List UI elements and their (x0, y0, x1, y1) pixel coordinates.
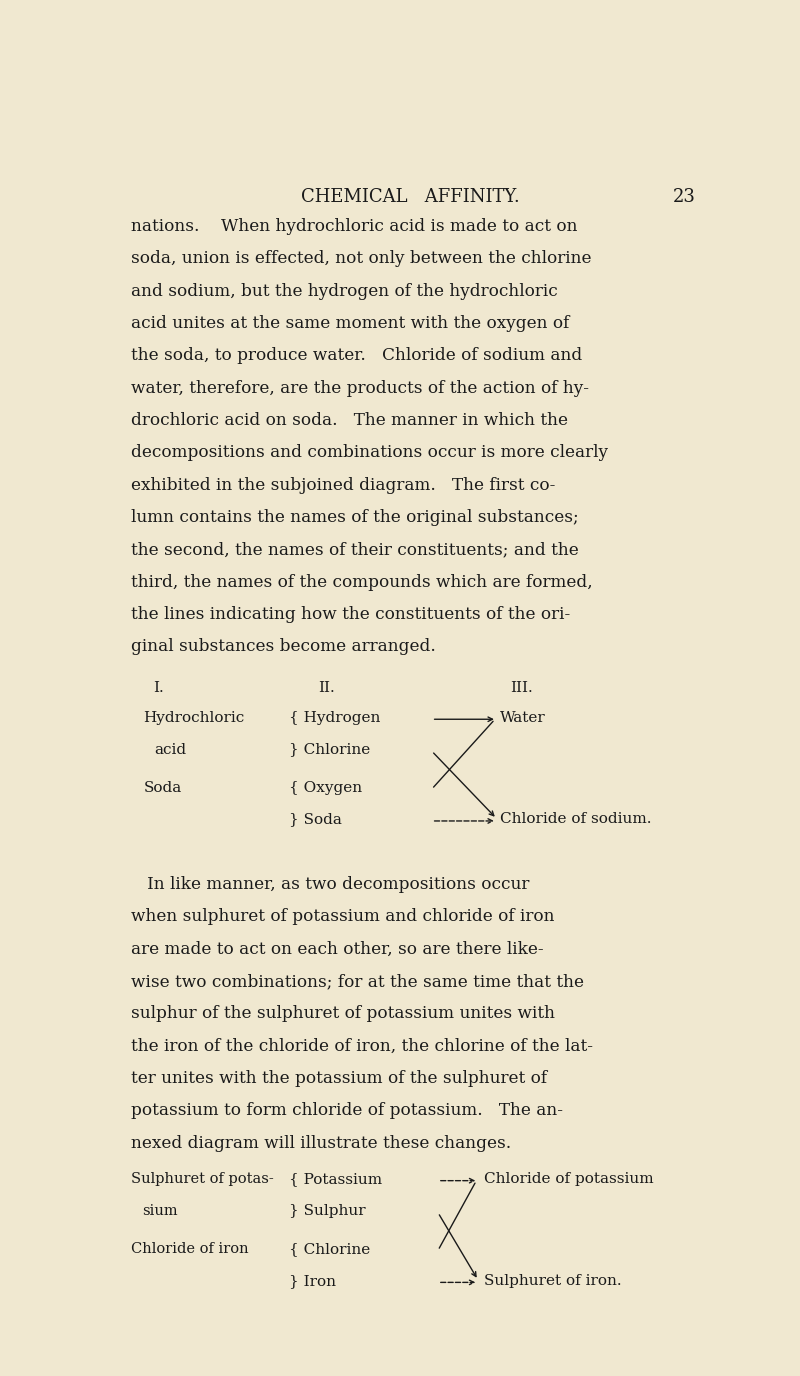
Text: Hydrochloric: Hydrochloric (143, 711, 245, 725)
Text: { Hydrogen: { Hydrogen (289, 711, 381, 725)
Text: Chloride of potassium: Chloride of potassium (485, 1172, 654, 1186)
Text: lumn contains the names of the original substances;: lumn contains the names of the original … (131, 509, 578, 526)
Text: 23: 23 (672, 189, 695, 206)
Text: Water: Water (500, 711, 546, 725)
Text: drochloric acid on soda.   The manner in which the: drochloric acid on soda. The manner in w… (131, 411, 568, 429)
Text: and sodium, but the hydrogen of the hydrochloric: and sodium, but the hydrogen of the hydr… (131, 282, 558, 300)
Text: sium: sium (142, 1204, 178, 1218)
Text: } Sulphur: } Sulphur (289, 1204, 366, 1218)
Text: Sulphuret of iron.: Sulphuret of iron. (485, 1274, 622, 1288)
Text: acid: acid (154, 743, 186, 757)
Text: third, the names of the compounds which are formed,: third, the names of the compounds which … (131, 574, 593, 590)
Text: acid unites at the same moment with the oxygen of: acid unites at the same moment with the … (131, 315, 570, 332)
Text: are made to act on each other, so are there like-: are made to act on each other, so are th… (131, 941, 544, 958)
Text: the lines indicating how the constituents of the ori-: the lines indicating how the constituent… (131, 605, 570, 623)
Text: { Chlorine: { Chlorine (289, 1243, 370, 1256)
Text: when sulphuret of potassium and chloride of iron: when sulphuret of potassium and chloride… (131, 908, 554, 926)
Text: } Soda: } Soda (289, 812, 342, 827)
Text: the iron of the chloride of iron, the chlorine of the lat-: the iron of the chloride of iron, the ch… (131, 1038, 593, 1054)
Text: ginal substances become arranged.: ginal substances become arranged. (131, 638, 436, 655)
Text: the second, the names of their constituents; and the: the second, the names of their constitue… (131, 541, 578, 559)
Text: wise two combinations; for at the same time that the: wise two combinations; for at the same t… (131, 973, 584, 989)
Text: } Iron: } Iron (289, 1274, 336, 1288)
Text: soda, union is effected, not only between the chlorine: soda, union is effected, not only betwee… (131, 250, 591, 267)
Text: II.: II. (318, 681, 334, 695)
Text: the soda, to produce water.   Chloride of sodium and: the soda, to produce water. Chloride of … (131, 347, 582, 365)
Text: } Chlorine: } Chlorine (289, 743, 370, 757)
Text: CHEMICAL   AFFINITY.: CHEMICAL AFFINITY. (301, 189, 519, 206)
Text: III.: III. (510, 681, 533, 695)
Text: In like manner, as two decompositions occur: In like manner, as two decompositions oc… (131, 877, 530, 893)
Text: Soda: Soda (143, 780, 182, 795)
Text: { Oxygen: { Oxygen (289, 780, 362, 795)
Text: potassium to form chloride of potassium.   The an-: potassium to form chloride of potassium.… (131, 1102, 563, 1119)
Text: water, therefore, are the products of the action of hy-: water, therefore, are the products of th… (131, 380, 589, 396)
Text: I.: I. (154, 681, 164, 695)
Text: Sulphuret of potas-: Sulphuret of potas- (131, 1172, 274, 1186)
Text: nations.    When hydrochloric acid is made to act on: nations. When hydrochloric acid is made … (131, 217, 578, 235)
Text: exhibited in the subjoined diagram.   The first co-: exhibited in the subjoined diagram. The … (131, 476, 555, 494)
Text: ter unites with the potassium of the sulphuret of: ter unites with the potassium of the sul… (131, 1071, 547, 1087)
Text: decompositions and combinations occur is more clearly: decompositions and combinations occur is… (131, 444, 608, 461)
Text: Chloride of sodium.: Chloride of sodium. (500, 812, 651, 827)
Text: sulphur of the sulphuret of potassium unites with: sulphur of the sulphuret of potassium un… (131, 1006, 555, 1022)
Text: { Potassium: { Potassium (289, 1172, 382, 1186)
Text: Chloride of iron: Chloride of iron (131, 1243, 249, 1256)
Text: nexed diagram will illustrate these changes.: nexed diagram will illustrate these chan… (131, 1135, 511, 1152)
